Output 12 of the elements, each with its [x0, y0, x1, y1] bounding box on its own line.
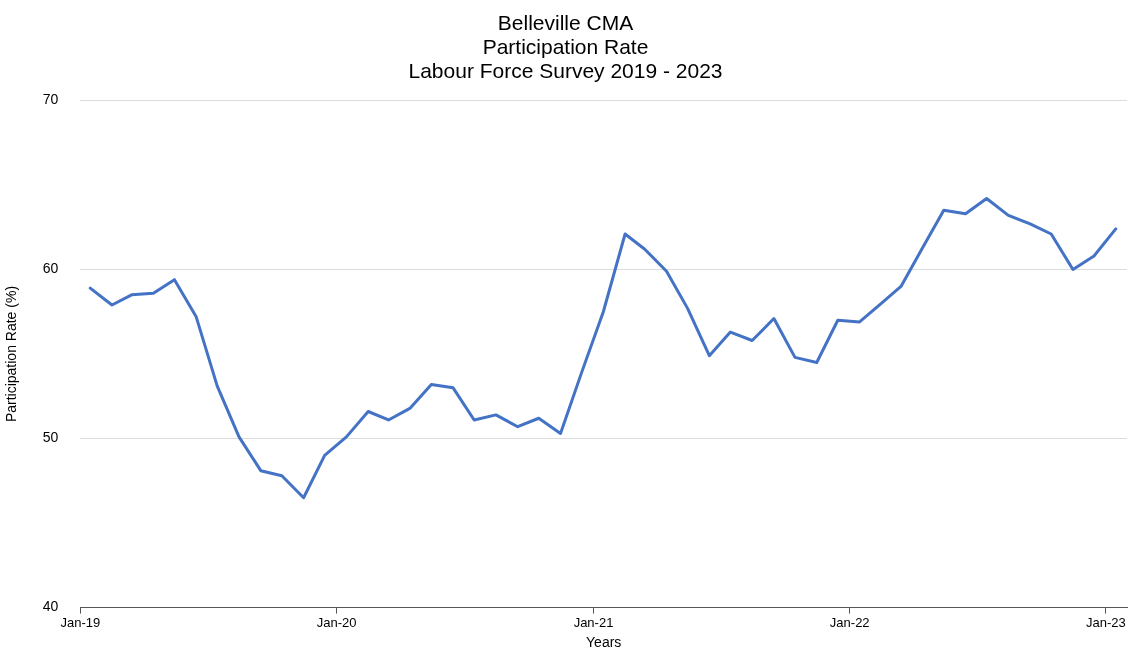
- chart-title: Belleville CMA Participation Rate Labour Force Survey 2019 - 2023: [408, 10, 723, 83]
- x-tick-label: Jan-23: [1086, 614, 1126, 630]
- y-tick-label: 60: [42, 260, 59, 277]
- x-tick-label: Jan-20: [316, 614, 357, 630]
- x-tick-label: Jan-21: [573, 614, 614, 630]
- x-axis-title: Years: [586, 634, 622, 651]
- x-tick-label: Jan-22: [829, 614, 870, 630]
- y-axis-title: Participation Rate (%): [3, 285, 20, 423]
- y-tick-label: 70: [42, 91, 59, 108]
- y-tick-label: 50: [42, 429, 59, 446]
- y-tick-label: 40: [42, 598, 59, 615]
- x-tick-label: Jan-19: [60, 614, 101, 630]
